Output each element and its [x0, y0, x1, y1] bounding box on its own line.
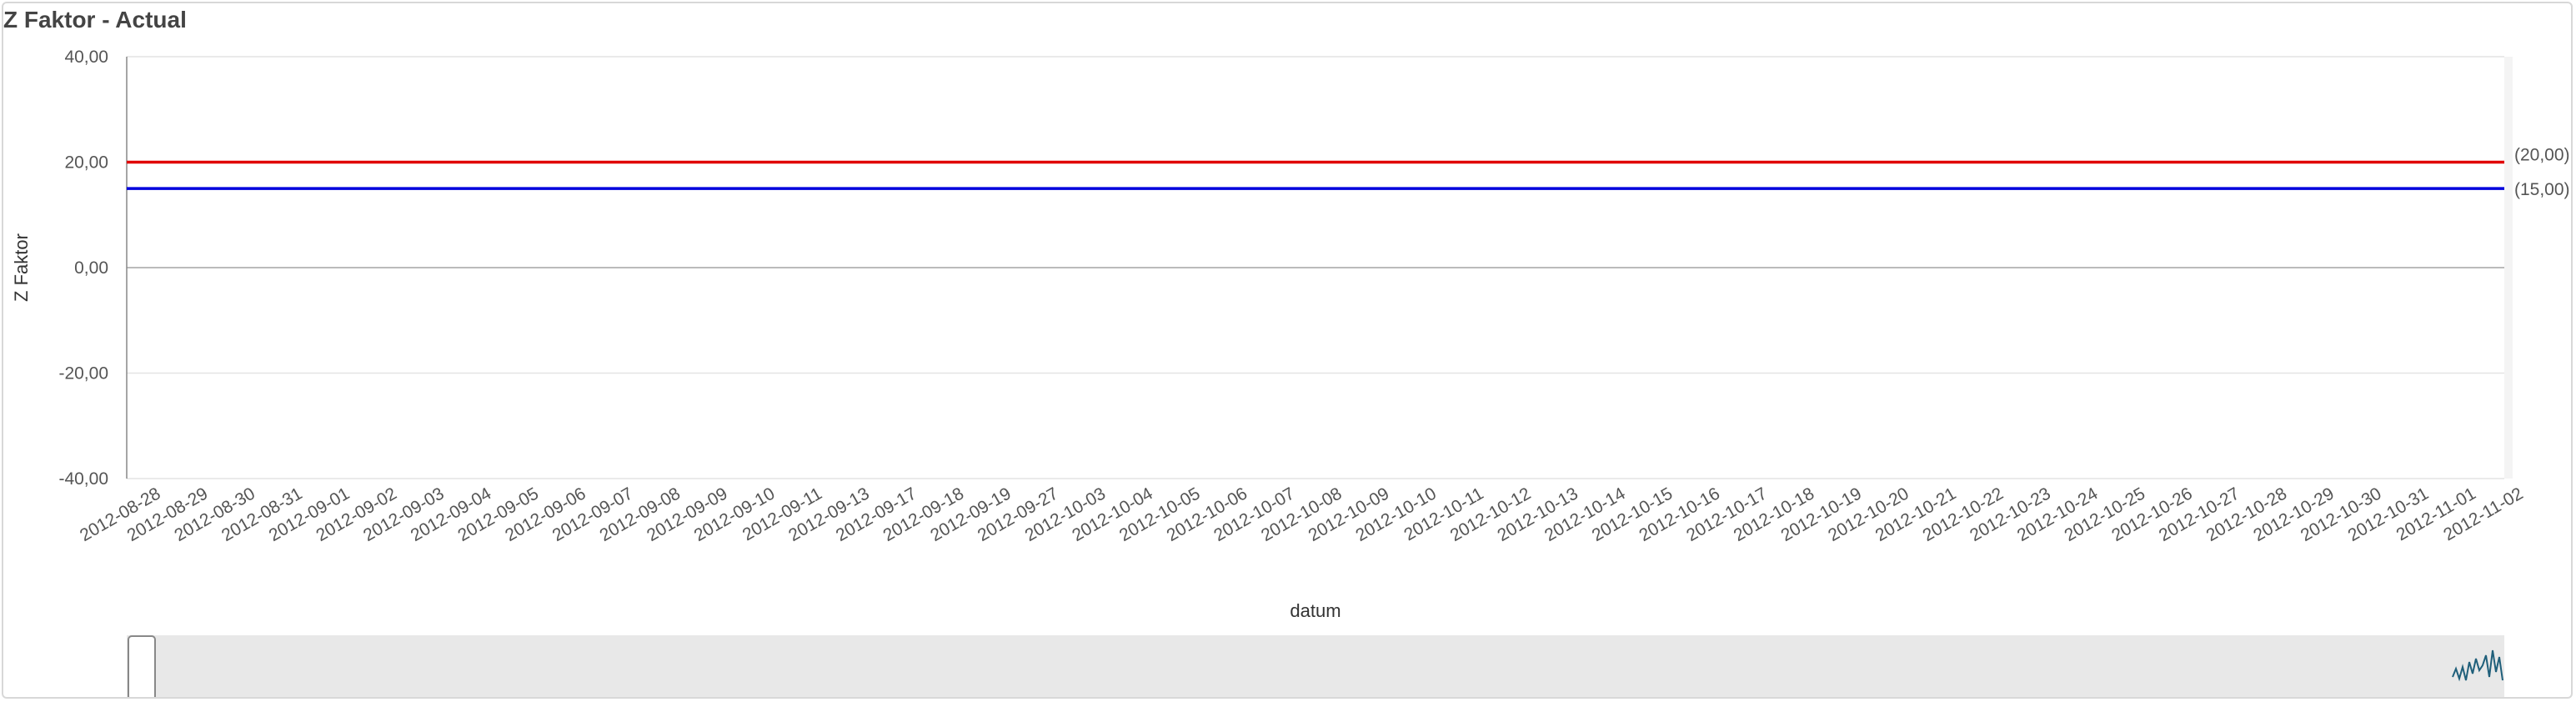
- x-tick-labels: 2012-08-282012-08-292012-08-302012-08-31…: [77, 484, 2527, 545]
- y-tick-label: -40,00: [58, 469, 108, 489]
- navigator-track[interactable]: [127, 635, 2504, 699]
- chart-title: Z Faktor - Actual: [3, 7, 187, 33]
- y-axis-title: Z Faktor: [11, 233, 32, 302]
- reference-lines: (20,00) (15,00): [127, 146, 2570, 199]
- x-axis-title: datum: [1290, 600, 1341, 621]
- navigator-sparkline: [2452, 649, 2503, 682]
- range-navigator[interactable]: [127, 635, 2504, 699]
- plot-right-shade: [2504, 57, 2513, 479]
- y-tick-labels: 40,00 20,00 0,00 -20,00 -40,00: [58, 48, 108, 489]
- y-tick-label: 40,00: [64, 48, 108, 67]
- y-tick-label: 20,00: [64, 153, 108, 173]
- line-chart: 40,00 20,00 0,00 -20,00 -40,00 2012-08-28201…: [11, 48, 2570, 699]
- navigator-handle[interactable]: [128, 635, 156, 699]
- y-tick-label: 0,00: [74, 258, 108, 278]
- y-tick-label: -20,00: [58, 364, 108, 384]
- reference-line-label: (20,00): [2514, 146, 2570, 165]
- reference-line-label: (15,00): [2514, 180, 2570, 199]
